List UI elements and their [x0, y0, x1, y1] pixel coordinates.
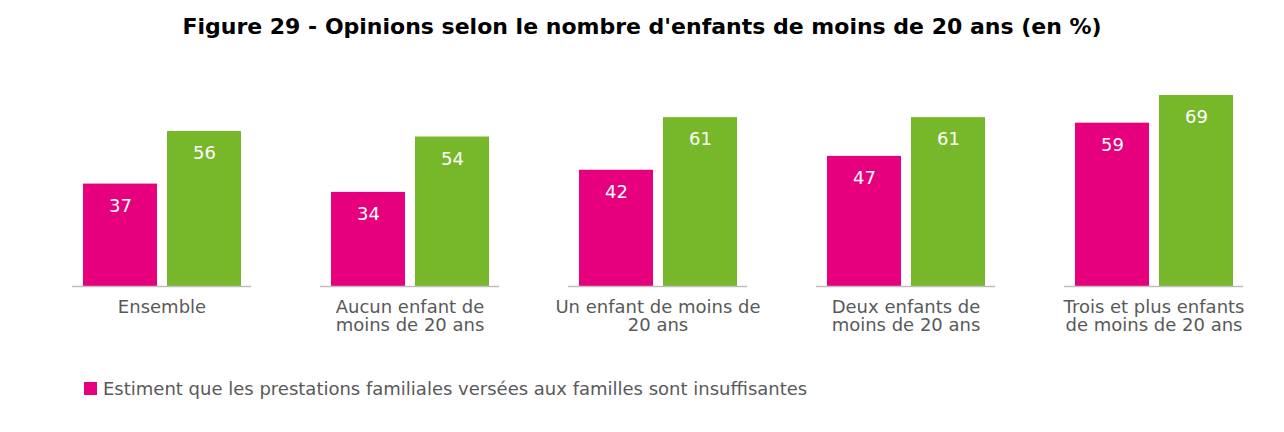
svg-text:Un enfant de moins de20 ans: Un enfant de moins de20 ans	[555, 296, 760, 335]
svg-text:Ensemble: Ensemble	[118, 296, 206, 317]
svg-text:59: 59	[1101, 134, 1124, 155]
svg-text:Deux enfants demoins de 20 ans: Deux enfants demoins de 20 ans	[832, 296, 981, 335]
svg-text:54: 54	[441, 148, 464, 169]
svg-text:37: 37	[109, 195, 132, 216]
html-text:Estiment que les prestations f: Estiment que les prestations familiales …	[103, 378, 808, 399]
svg-text:42: 42	[605, 181, 628, 202]
svg-text:34: 34	[357, 203, 380, 224]
html-text:Figure 29 - Opinions selon le: Figure 29 - Opinions selon le nombre d'e…	[182, 14, 1102, 39]
svg-text:61: 61	[937, 128, 960, 149]
svg-text:69: 69	[1185, 106, 1208, 127]
svg-text:47: 47	[853, 167, 876, 188]
svg-text:56: 56	[193, 142, 216, 163]
svg-text:Aucun enfant demoins de 20 ans: Aucun enfant demoins de 20 ans	[336, 296, 485, 335]
svg-text:61: 61	[689, 128, 712, 149]
svg-text:Trois et plus enfantsde moins: Trois et plus enfantsde moins de 20 ans	[1063, 296, 1245, 335]
